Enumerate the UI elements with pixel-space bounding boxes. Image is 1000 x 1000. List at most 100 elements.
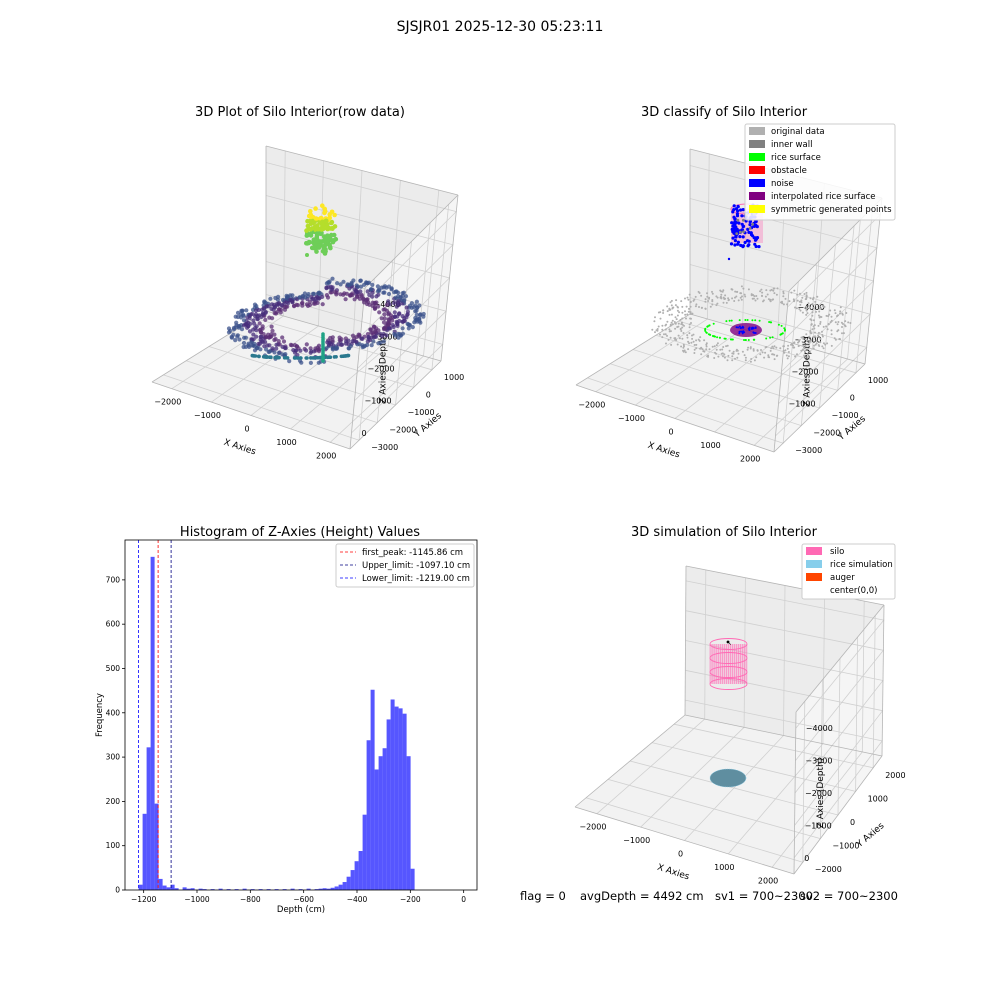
p1-surface-point — [373, 306, 378, 311]
p1-surface-point — [343, 297, 348, 302]
p2-original-point — [682, 346, 685, 349]
p1-surface-point — [273, 295, 278, 301]
p2-original-point — [796, 293, 799, 296]
p2-original-point — [805, 306, 808, 308]
p3-bar — [250, 889, 255, 890]
p1-surface-point — [382, 326, 387, 331]
p2-original-point — [841, 313, 844, 316]
p2-original-point — [839, 306, 842, 309]
p1-surface-point — [364, 301, 370, 307]
p1-surface-point — [344, 339, 349, 344]
p3-bar — [186, 888, 191, 890]
p1-edge-point — [256, 354, 261, 359]
panel1-3d-raw: −2000 −1000 0 1000 2000 1000 0 −1000 −2000 −3000 0… — [151, 145, 464, 460]
p2-original-point — [830, 319, 833, 322]
p2-original-point — [849, 322, 852, 324]
p2-noise-point — [731, 210, 735, 214]
p2-original-point — [801, 349, 804, 351]
p1-cluster-point — [306, 213, 312, 219]
p3-bar — [154, 803, 159, 890]
p3-legend: first_peak: -1145.86 cm Upper_limit: -109… — [335, 543, 475, 588]
p2-original-point — [816, 295, 819, 298]
p1-box-edges — [151, 145, 459, 450]
p1-cluster-point — [309, 226, 315, 231]
p2-original-point — [691, 312, 694, 315]
p1-surface-point — [284, 293, 289, 298]
p3-bar — [266, 889, 271, 890]
p1-surface-point — [381, 307, 386, 312]
p2-noise-point — [738, 330, 741, 333]
p1-surface-point — [357, 342, 362, 347]
p1-surface-point — [370, 282, 375, 287]
p2-original-point — [810, 323, 813, 326]
p1-surface-point — [366, 280, 372, 285]
p3-bar — [182, 887, 187, 890]
p2-original-point — [747, 346, 750, 349]
p2-rice-point — [744, 319, 747, 321]
p1-surface-point — [341, 279, 346, 284]
p1-cluster-point — [305, 253, 309, 257]
p2-original-point — [699, 336, 702, 339]
p2-original-point — [756, 297, 759, 300]
p2-original-point — [834, 321, 837, 324]
p2-original-point — [684, 313, 687, 316]
p1-surface-point — [276, 339, 281, 344]
p1-surface-point — [264, 347, 269, 352]
p2-original-point — [759, 353, 762, 356]
p3-ytick-label: 500 — [106, 664, 121, 673]
p2-legend-label: obstacle — [771, 166, 807, 176]
p2-original-point — [793, 300, 795, 303]
p2-original-point — [845, 312, 848, 314]
p2-original-point — [723, 353, 726, 356]
p2-ztick-label: −2000 — [792, 368, 819, 377]
p1-cluster-point — [304, 228, 309, 233]
p2-original-point — [651, 328, 654, 331]
p2-original-point — [721, 348, 724, 351]
p2-original-point — [752, 349, 755, 352]
p2-original-point — [703, 350, 706, 353]
p2-noise-point — [739, 243, 743, 247]
p1-ztick-label: −2000 — [368, 365, 395, 374]
p2-original-point — [749, 360, 752, 363]
p1-cluster-point — [320, 249, 326, 254]
p2-original-point — [704, 300, 707, 303]
p2-original-point — [670, 343, 673, 346]
p3-bar — [158, 878, 163, 890]
p2-original-point — [680, 321, 683, 324]
p2-noise-point — [752, 236, 756, 240]
p1-surface-point — [257, 321, 262, 326]
p2-original-point — [751, 297, 754, 300]
p1-surface-point — [289, 343, 294, 348]
p1-cluster-point — [322, 239, 327, 244]
p2-original-point — [678, 311, 681, 314]
p1-cluster-point — [320, 203, 325, 208]
p2-original-point — [653, 320, 656, 323]
p1-surface-point — [274, 346, 279, 351]
p2-original-point — [776, 354, 779, 357]
p2-original-point — [694, 295, 697, 298]
p1-surface-point — [407, 322, 412, 328]
p2-original-point — [797, 341, 799, 344]
p2-legend-swatch — [749, 127, 765, 135]
p2-original-point — [686, 334, 689, 337]
p1-ztick-label: −1000 — [365, 397, 392, 406]
p3-bar — [170, 884, 175, 890]
p1-surface-point — [264, 335, 269, 340]
p1-surface-point — [229, 334, 234, 339]
p2-noise-point — [739, 208, 743, 212]
p1-xtick-label: 1000 — [276, 438, 296, 447]
p1-surface-point — [308, 360, 313, 365]
p1-edge-point — [332, 355, 337, 359]
p2-original-point — [826, 328, 829, 331]
p2-original-point — [794, 355, 797, 358]
p2-original-point — [722, 296, 725, 299]
p2-noise-point — [754, 244, 758, 249]
p3-bar — [386, 719, 391, 890]
p3-bar — [406, 756, 411, 890]
p1-surface-point — [252, 341, 257, 347]
p2-original-point — [841, 326, 843, 328]
p1-surface-point — [378, 331, 383, 336]
p2-original-point — [731, 297, 734, 300]
p1-surface-point — [304, 342, 309, 347]
p2-original-point — [737, 299, 740, 302]
